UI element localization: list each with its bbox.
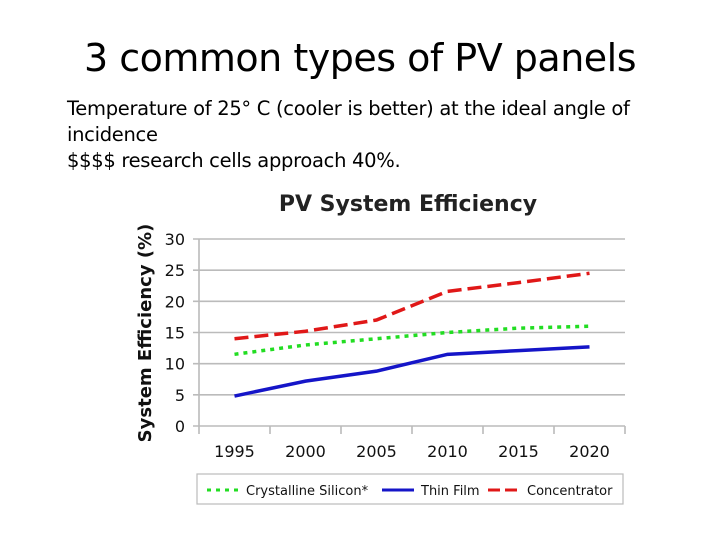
- y-tick-label: 30: [165, 230, 185, 249]
- series-line-thin-film: [234, 345, 590, 398]
- x-tick-label: 2005: [356, 442, 397, 461]
- x-tick-label: 2000: [285, 442, 326, 461]
- body-line: incidence: [67, 123, 158, 146]
- series-line-crystalline-silicon-: [234, 324, 590, 357]
- y-axis-label: System Efficiency (%): [135, 224, 156, 443]
- legend-label: Concentrator: [527, 484, 613, 499]
- chart-title: PV System Efficiency: [279, 192, 537, 217]
- body-line: $$$$ research cells approach 40%.: [67, 149, 401, 172]
- slide-body: Temperature of 25° C (cooler is better) …: [67, 96, 667, 174]
- x-tick-label: 2010: [427, 442, 468, 461]
- y-tick-label: 20: [165, 292, 185, 311]
- legend-label: Crystalline Silicon*: [246, 484, 369, 499]
- body-line: Temperature of 25° C (cooler is better) …: [67, 97, 630, 120]
- slide-title: 3 common types of PV panels: [83, 36, 637, 80]
- y-tick-label: 5: [175, 386, 185, 405]
- y-tick-label: 15: [165, 324, 185, 343]
- x-tick-label: 2020: [569, 442, 610, 461]
- series-line-concentrator: [234, 271, 590, 341]
- legend-label: Thin Film: [420, 484, 480, 499]
- x-tick-label: 1995: [214, 442, 255, 461]
- y-tick-label: 0: [175, 417, 185, 436]
- y-tick-label: 10: [165, 355, 185, 374]
- y-tick-label: 25: [165, 261, 185, 280]
- x-tick-label: 2015: [498, 442, 539, 461]
